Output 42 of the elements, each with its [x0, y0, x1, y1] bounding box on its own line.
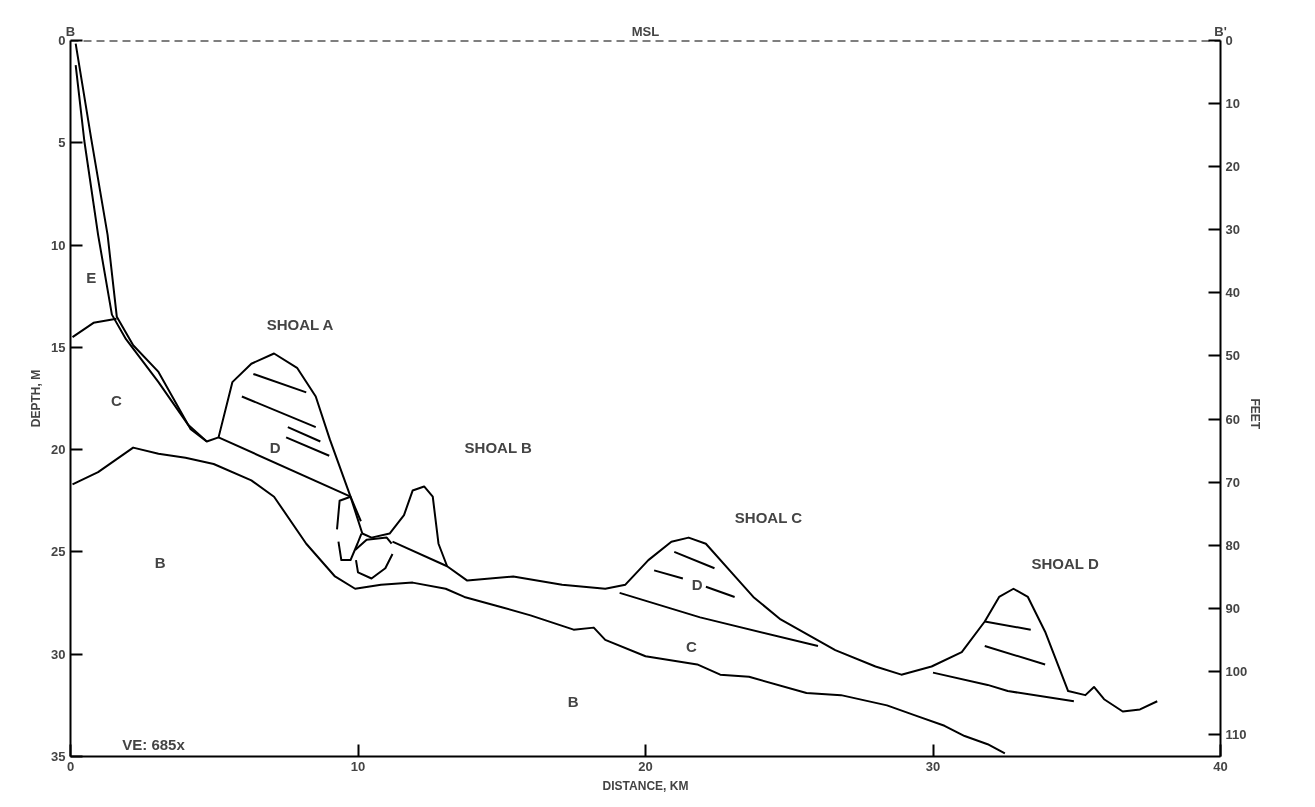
x-tick-label: 40	[1213, 758, 1228, 774]
annotation: C	[686, 637, 698, 655]
annotation: E	[86, 269, 97, 286]
y2-tick-label: 70	[1225, 474, 1240, 490]
y2-tick-label: 40	[1225, 285, 1240, 301]
annotation: SHOAL D	[1031, 555, 1099, 573]
annotation: D	[691, 576, 703, 594]
y-tick-label: 35	[51, 749, 66, 764]
annotation: C	[111, 392, 123, 410]
y2-tick-label: 80	[1225, 537, 1240, 553]
y-tick-label: 0	[58, 33, 66, 48]
annotation: SHOAL B	[464, 439, 532, 457]
annotation: SHOAL C	[734, 508, 803, 526]
x-tick-label: 30	[925, 758, 941, 774]
y-tick-label: 25	[51, 544, 66, 560]
y2-tick-label: 20	[1225, 159, 1240, 175]
text: B'	[1214, 23, 1227, 39]
y-tick-label: 30	[51, 646, 66, 662]
y2-axis-title: FEET	[1248, 398, 1263, 430]
y-tick-label: 10	[51, 237, 66, 253]
annotation: B	[567, 692, 579, 710]
y-tick-label: 5	[58, 135, 66, 151]
x-axis-title: DISTANCE, KM	[602, 778, 689, 793]
y2-tick-label: 50	[1225, 348, 1240, 364]
annotation: VE: 685x	[122, 735, 186, 753]
x-tick-label: 20	[638, 758, 653, 774]
y2-tick-label: 60	[1225, 411, 1240, 427]
annotation: B	[154, 553, 166, 571]
annotation: SHOAL A	[266, 316, 334, 334]
y2-tick-label: 100	[1225, 663, 1248, 679]
x-tick-label: 10	[350, 758, 366, 774]
y-axis-title: DEPTH, M	[29, 369, 44, 428]
y2-tick-label: 90	[1225, 600, 1240, 616]
y2-tick-label: 110	[1225, 726, 1247, 742]
y-tick-label: 20	[51, 442, 66, 458]
text: B	[65, 23, 76, 39]
y2-tick-label: 10	[1225, 96, 1240, 112]
y2-tick-label: 30	[1225, 222, 1240, 238]
annotation: D	[269, 439, 281, 457]
y-tick-label: 15	[51, 339, 66, 355]
y2-tick-label: 0	[1225, 33, 1233, 48]
ref-line-label: MSL	[631, 23, 660, 39]
